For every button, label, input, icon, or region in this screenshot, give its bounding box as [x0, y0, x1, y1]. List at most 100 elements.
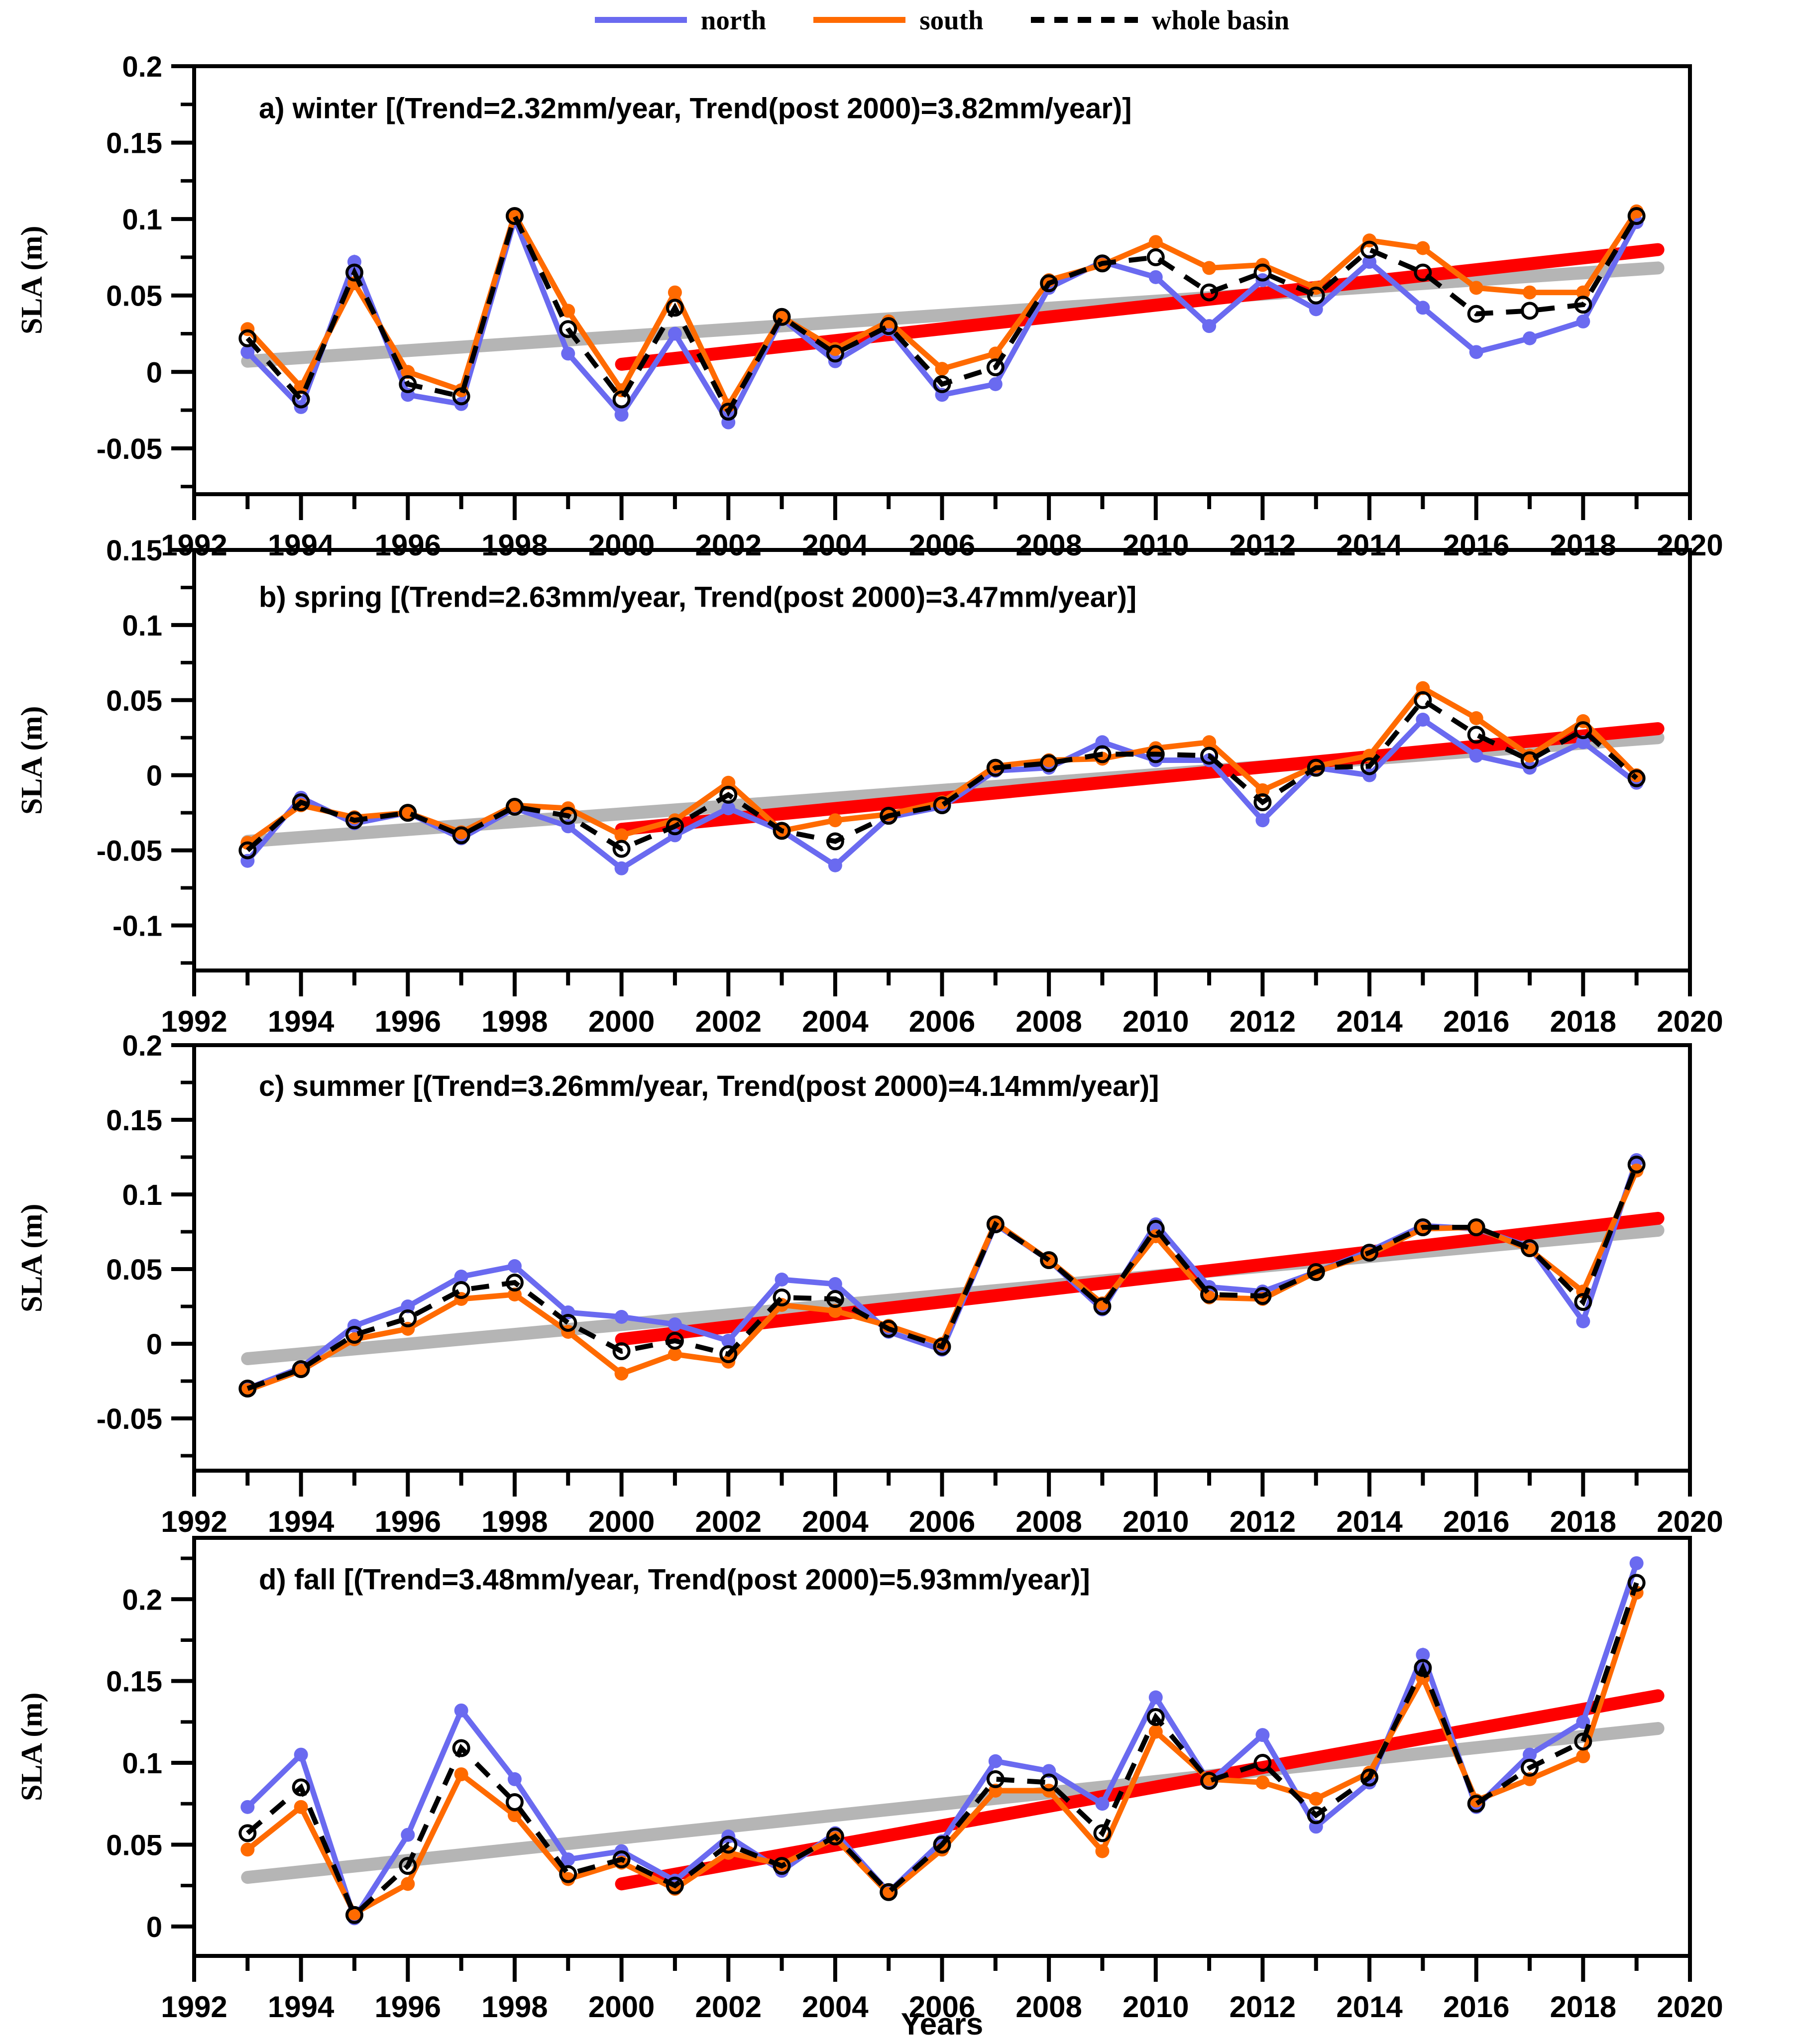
- x-tick-label: 2002: [695, 1505, 761, 1538]
- data-point-whole_basin: [1414, 691, 1432, 709]
- x-tick-label: 2012: [1230, 1505, 1296, 1538]
- data-point-whole_basin: [1146, 1220, 1165, 1238]
- data-point-whole_basin: [1040, 754, 1058, 772]
- data-point-north: [1416, 301, 1430, 315]
- data-point-whole_basin: [559, 1314, 577, 1332]
- data-point-north: [1629, 1556, 1644, 1570]
- data-point-south: [1469, 711, 1483, 725]
- data-point-south: [668, 285, 682, 300]
- y-tick-label: 0.15: [106, 535, 162, 567]
- x-tick-label: 2004: [802, 1505, 869, 1538]
- data-point-north: [1362, 255, 1377, 269]
- data-point-south: [1148, 1724, 1163, 1739]
- x-tick-label: 2010: [1122, 1505, 1189, 1538]
- y-tick-label: -0.05: [97, 1403, 162, 1435]
- y-tick-label: 0.05: [106, 685, 162, 717]
- data-point-whole_basin: [345, 811, 363, 830]
- y-axis-label-summer: SLA (m): [15, 1203, 48, 1312]
- x-tick-label: 2014: [1336, 1505, 1403, 1538]
- y-tick-label: 0: [146, 1328, 162, 1361]
- panel-b-spring: -0.1 -0.05 0 0.05 0.1 0.15 1992 1994 1996 1998 200…: [97, 535, 1723, 1038]
- trend-line-full-period: [241, 261, 1665, 368]
- x-tick-label: 1996: [375, 1505, 441, 1538]
- x-tick-label: 2002: [695, 529, 761, 562]
- x-tick-label: 2008: [1015, 529, 1082, 562]
- trend-line-post-2000: [615, 1212, 1665, 1346]
- x-tick-label: 2000: [588, 1005, 655, 1038]
- x-tick-label: 1994: [268, 1005, 335, 1038]
- south-line-sample: [813, 17, 906, 23]
- x-tick-label: 2010: [1122, 1005, 1189, 1038]
- x-tick-label: 1992: [161, 1990, 227, 2024]
- data-point-whole_basin: [1200, 1772, 1219, 1790]
- data-point-whole_basin: [1200, 283, 1219, 302]
- legend-item-whole-basin: whole basin: [1030, 4, 1289, 36]
- x-tick-label: 2006: [909, 1505, 975, 1538]
- x-tick-label: 2002: [695, 1005, 761, 1038]
- data-point-whole_basin: [880, 1883, 898, 1901]
- x-tick-label: 2008: [1015, 1505, 1082, 1538]
- data-point-whole_basin: [452, 387, 470, 406]
- y-tick-label: 0.05: [106, 280, 162, 313]
- data-point-south: [614, 828, 629, 843]
- x-tick-label: 2012: [1230, 1005, 1296, 1038]
- x-tick-label: 2006: [909, 1005, 975, 1038]
- data-point-south: [1255, 783, 1270, 797]
- data-point-south: [1576, 1749, 1590, 1763]
- y-tick-label: -0.05: [97, 433, 162, 465]
- y-axis-label-spring: SLA (m): [15, 706, 48, 815]
- data-point-south: [1148, 235, 1163, 249]
- data-point-south: [828, 1304, 842, 1318]
- data-point-whole_basin: [1040, 1251, 1058, 1269]
- data-point-north: [1416, 1648, 1430, 1662]
- data-point-whole_basin: [559, 1865, 577, 1883]
- data-point-whole_basin: [1360, 1768, 1379, 1787]
- data-point-north: [828, 1277, 842, 1291]
- data-point-whole_basin: [880, 317, 898, 335]
- data-point-north: [1309, 302, 1323, 317]
- data-point-north: [1148, 1690, 1163, 1705]
- data-point-whole_basin: [1307, 1263, 1325, 1281]
- data-point-north: [1576, 735, 1590, 750]
- panel-d-title: d) fall [(Trend=3.48mm/year, Trend(post …: [259, 1564, 1090, 1596]
- data-point-whole_basin: [719, 1835, 738, 1854]
- data-point-whole_basin: [666, 1876, 684, 1895]
- x-tick-label: 1998: [481, 1990, 548, 2024]
- x-tick-label: 2006: [909, 1990, 975, 2024]
- data-point-whole_basin: [1627, 1156, 1646, 1174]
- data-point-whole_basin: [1627, 207, 1646, 225]
- series-whole_basin-line: [245, 697, 1639, 853]
- data-point-whole_basin: [452, 1281, 470, 1299]
- legend-item-north: north: [594, 4, 766, 36]
- data-point-whole_basin: [1467, 305, 1485, 323]
- data-point-south: [935, 362, 949, 376]
- x-tick-label: 2014: [1336, 1005, 1403, 1038]
- data-point-south: [1523, 285, 1537, 300]
- data-point-whole_basin: [345, 1906, 363, 1924]
- legend-label-south: south: [919, 4, 984, 35]
- data-point-whole_basin: [666, 1332, 684, 1350]
- y-axis-ticks: -0.1 -0.05 0 0.05 0.1 0.15: [97, 535, 194, 965]
- data-point-south: [294, 1800, 308, 1814]
- data-point-north: [1095, 1797, 1110, 1811]
- data-point-whole_basin: [719, 785, 738, 804]
- y-tick-label: 0.05: [106, 1254, 162, 1286]
- data-point-north: [240, 1800, 255, 1814]
- x-tick-label: 2012: [1230, 1990, 1296, 2024]
- data-point-whole_basin: [986, 758, 1005, 777]
- data-point-whole_basin: [292, 1360, 310, 1378]
- y-tick-label: 0.05: [106, 1829, 162, 1861]
- series-north-markers: [240, 1153, 1644, 1396]
- data-point-whole_basin: [1093, 1297, 1112, 1315]
- x-axis-ticks: 1992 1994 1996 1998 2000 2002 2004 2006 2008 2010…: [161, 494, 1723, 562]
- data-point-whole_basin: [880, 1320, 898, 1338]
- y-tick-label: -0.05: [97, 835, 162, 867]
- data-point-whole_basin: [452, 1739, 470, 1757]
- data-point-north: [507, 1259, 522, 1273]
- y-tick-label: 0.2: [122, 1584, 162, 1616]
- data-point-whole_basin: [452, 826, 470, 845]
- data-point-whole_basin: [986, 1770, 1005, 1788]
- series-whole_basin-markers: [238, 207, 1646, 421]
